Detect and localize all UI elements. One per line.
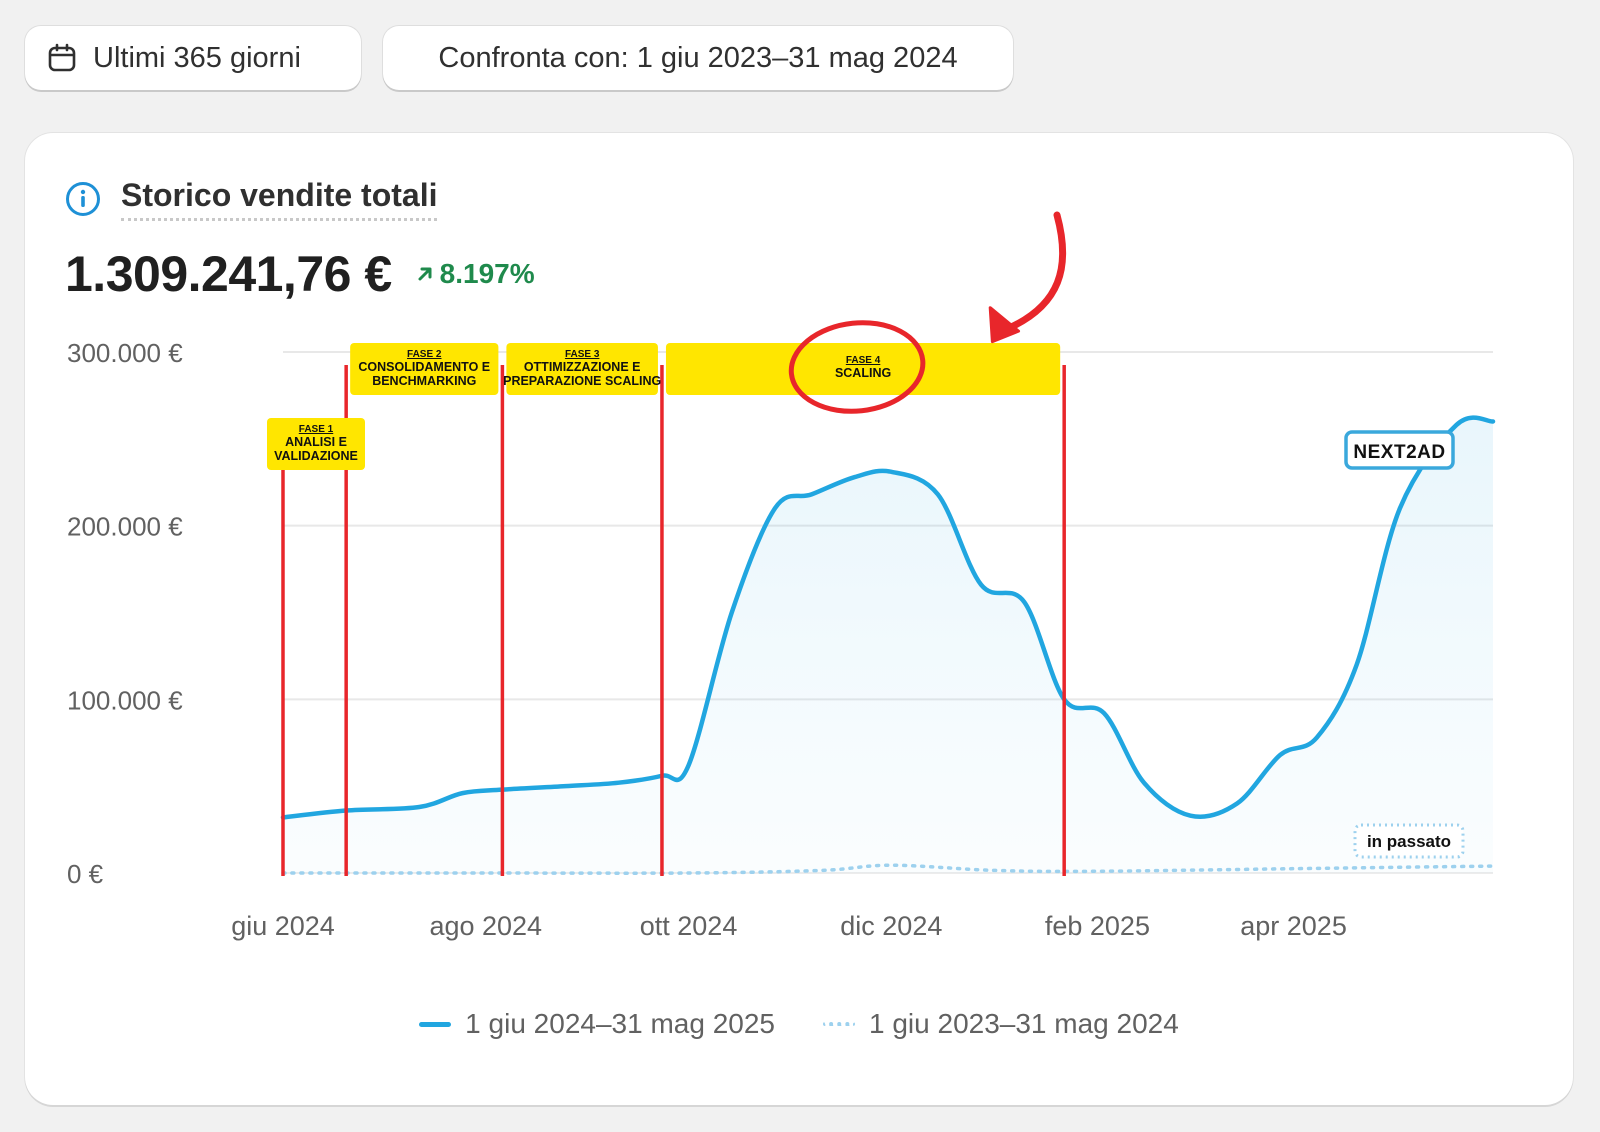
- delta-badge: 8.197%: [416, 258, 535, 290]
- y-tick-label: 200.000 €: [67, 512, 183, 542]
- total-sales-value: 1.309.241,76 €: [65, 246, 392, 302]
- x-tick-label: apr 2025: [1240, 911, 1347, 941]
- logo-frame: [1344, 430, 1455, 470]
- phase-label-line: BENCHMARKING: [372, 374, 476, 388]
- past-badge: in passato: [1353, 823, 1465, 859]
- chart-legend: 1 giu 2024–31 mag 2025 1 giu 2023–31 mag…: [25, 1008, 1573, 1040]
- phase-title: FASE 1: [299, 424, 334, 435]
- x-tick-label: feb 2025: [1045, 911, 1150, 941]
- series-area-current: [283, 417, 1493, 873]
- annotation-arrow-shaft: [993, 211, 1067, 337]
- delta-value: 8.197%: [439, 258, 535, 289]
- phase-label-line: OTTIMIZZAZIONE E: [524, 360, 641, 374]
- phase-label-line: SCALING: [835, 366, 891, 380]
- x-tick-label: giu 2024: [231, 911, 335, 941]
- info-icon[interactable]: [65, 181, 101, 217]
- sales-history-card: Storico vendite totali 1.309.241,76 € 8.…: [25, 133, 1573, 1105]
- legend-label-current: 1 giu 2024–31 mag 2025: [465, 1008, 775, 1039]
- y-tick-label: 300.000 €: [67, 338, 183, 368]
- phase-title: FASE 2: [407, 349, 442, 360]
- series-line-previous: [281, 863, 1495, 875]
- annotation-arrow-head: [988, 306, 1021, 344]
- calendar-icon: [48, 43, 76, 72]
- card-title[interactable]: Storico vendite totali: [121, 177, 438, 221]
- phase-title: FASE 4: [846, 355, 881, 366]
- compare-button[interactable]: Confronta con: 1 giu 2023–31 mag 2024: [383, 26, 1013, 90]
- arrow-up-right-icon: [418, 267, 432, 281]
- logo-text: NEXT2AD: [1353, 442, 1445, 463]
- highlight-circle: [788, 320, 926, 414]
- x-tick-label: ago 2024: [429, 911, 542, 941]
- legend-swatch-dotted: [823, 1022, 855, 1026]
- sales-chart: 0 € 100.000 € 200.000 € 300.000 € giu 2024 ag…: [67, 211, 1496, 941]
- phase-label-line: PREPARAZIONE SCALING: [503, 374, 661, 388]
- phase-title: FASE 3: [565, 349, 600, 360]
- phase-label-line: CONSOLIDAMENTO E: [358, 360, 490, 374]
- phase-banner-bg: [506, 343, 658, 395]
- legend-label-previous: 1 giu 2023–31 mag 2024: [869, 1008, 1179, 1039]
- card-header: Storico vendite totali: [65, 177, 438, 221]
- legend-swatch-solid: [419, 1021, 452, 1027]
- phase-banner-bg: [267, 418, 365, 470]
- y-tick-label: 0 €: [67, 859, 104, 889]
- legend-item-current[interactable]: 1 giu 2024–31 mag 2025: [419, 1008, 775, 1040]
- total-row: 1.309.241,76 € 8.197%: [65, 245, 535, 303]
- date-range-button[interactable]: Ultimi 365 giorni: [25, 26, 361, 90]
- compare-label: Confronta con: 1 giu 2023–31 mag 2024: [438, 41, 958, 74]
- phase-label-line: VALIDAZIONE: [274, 449, 358, 463]
- phase-banner-bg: [350, 343, 499, 395]
- date-range-label: Ultimi 365 giorni: [93, 41, 301, 74]
- x-tick-label: dic 2024: [840, 911, 942, 941]
- legend-item-previous[interactable]: 1 giu 2023–31 mag 2024: [823, 1008, 1179, 1040]
- y-tick-label: 100.000 €: [67, 685, 183, 715]
- past-badge-text: in passato: [1367, 832, 1451, 851]
- x-tick-label: ott 2024: [640, 911, 738, 941]
- series-line-current: [280, 415, 1496, 820]
- phase-label-line: ANALISI E: [285, 435, 347, 449]
- next2ad-logo: NEXT2AD: [1344, 430, 1455, 470]
- past-badge-frame: [1353, 823, 1465, 859]
- phase-banner-bg: [665, 343, 1061, 395]
